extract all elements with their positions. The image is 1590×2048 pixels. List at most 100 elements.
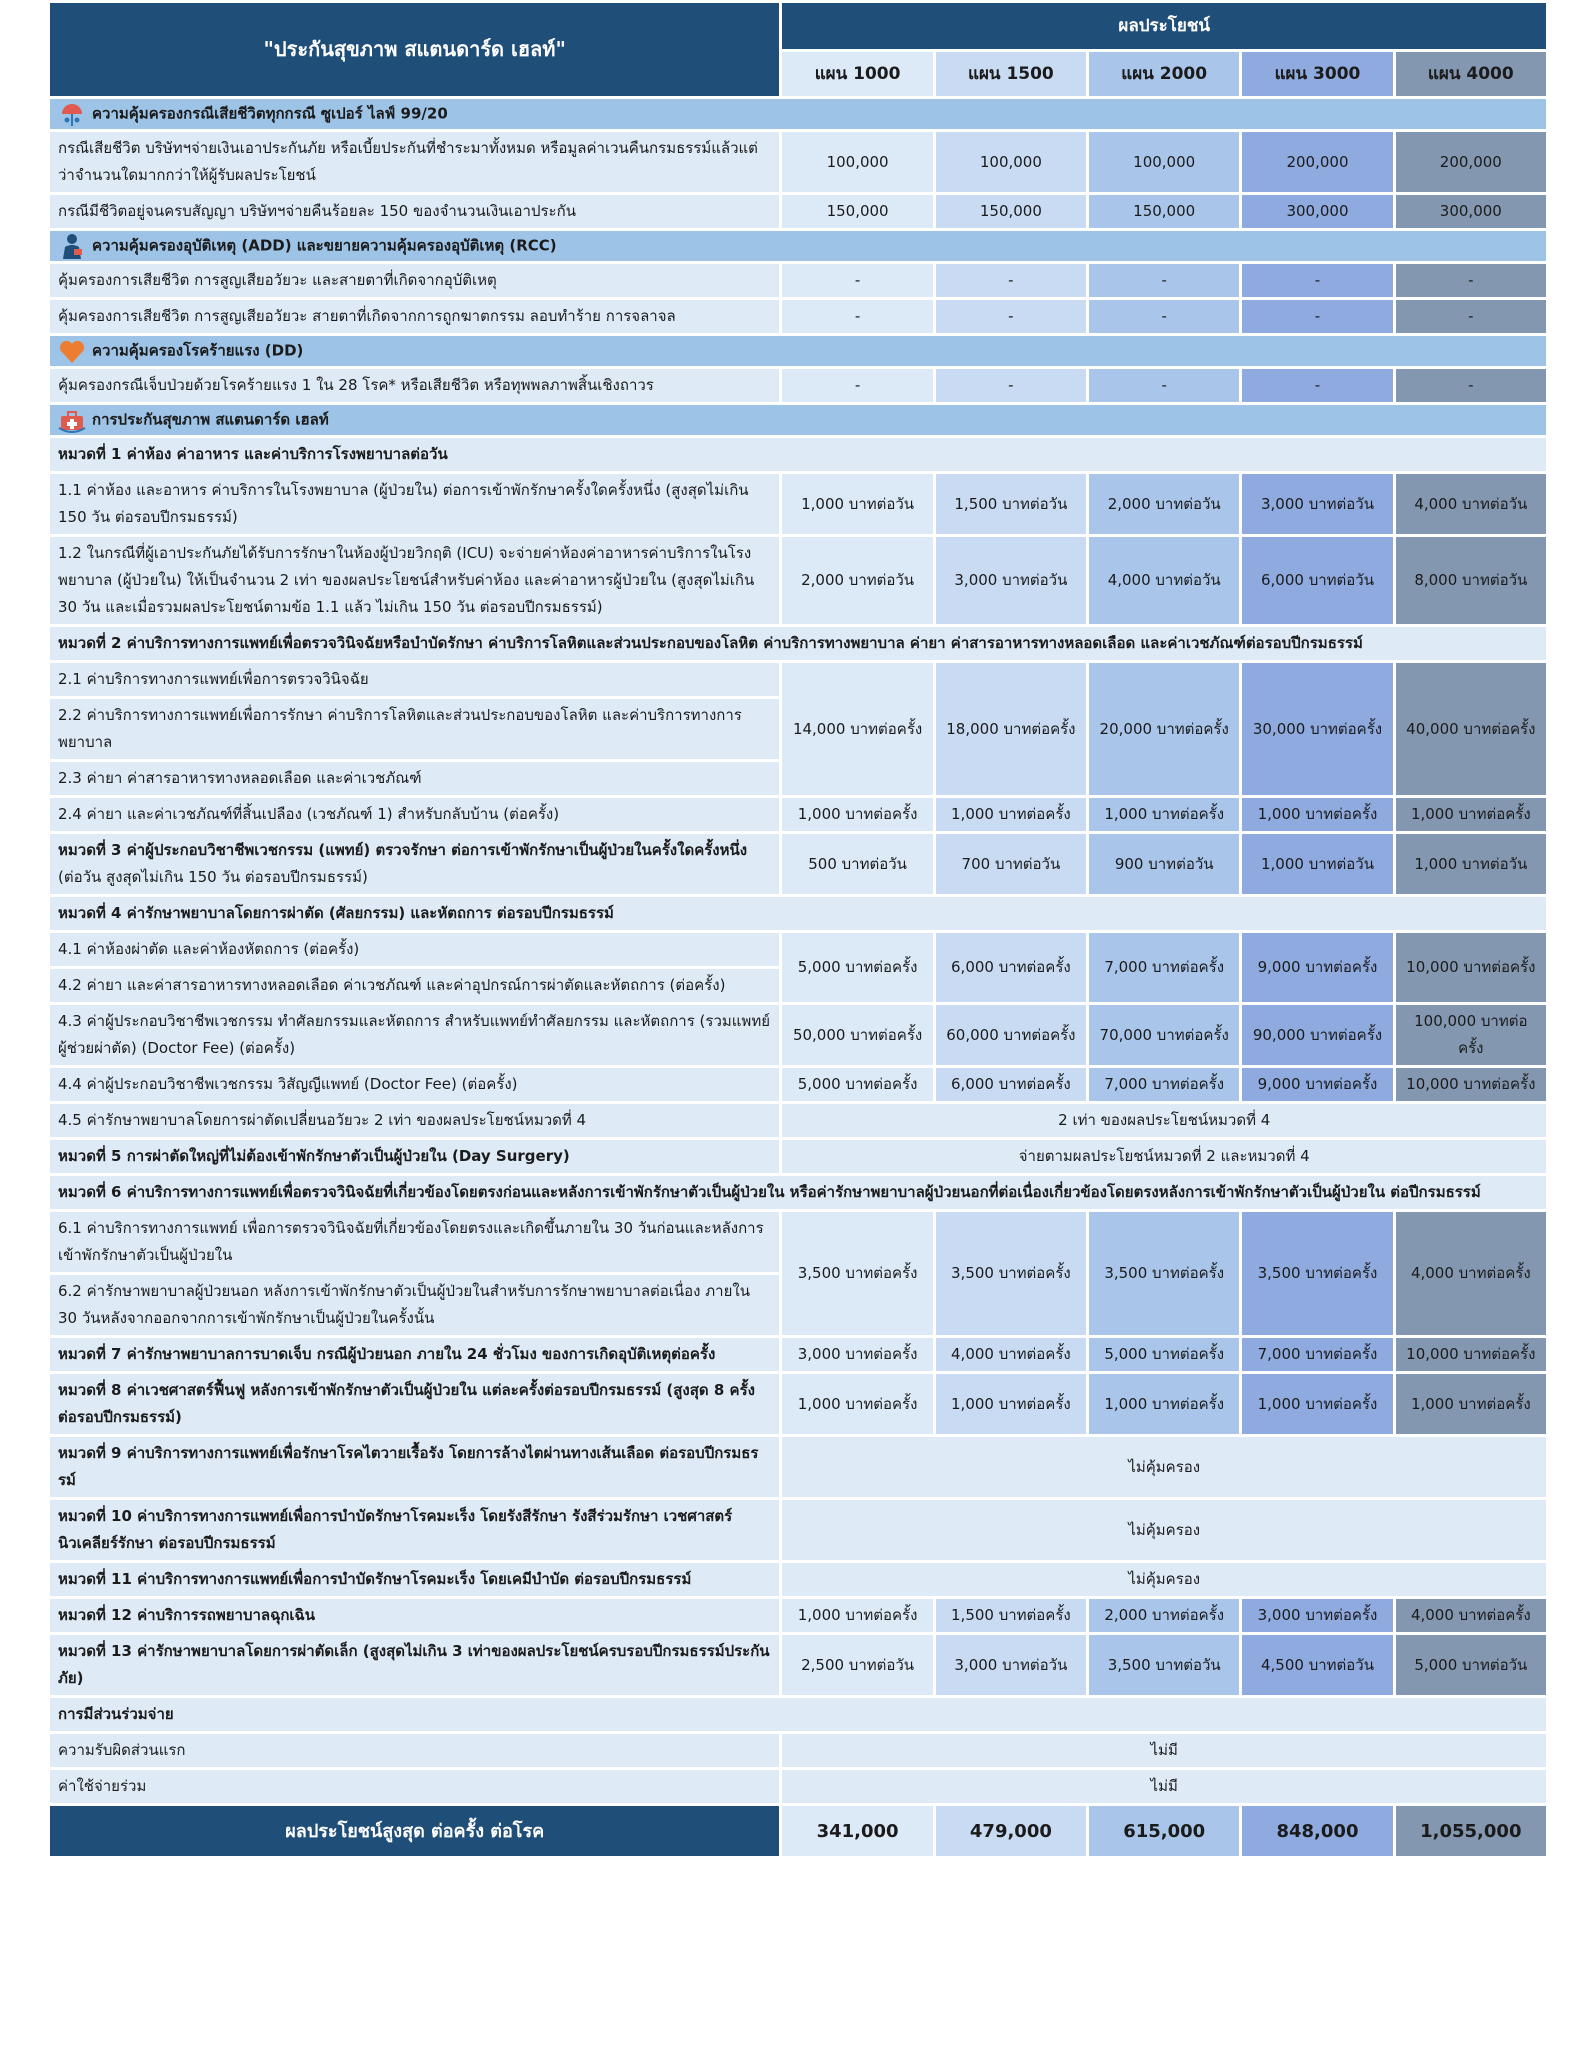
item-row: 4.3 ค่าผู้ประกอบวิชาชีพเวชกรรม ทำศัลยกรร… — [50, 1005, 1546, 1065]
benefit-value: 3,000 บาทต่อวัน — [935, 537, 1087, 624]
header-row: "ประกันสุขภาพ สแตนดาร์ด เฮลท์" ผลประโยชน… — [50, 3, 1546, 96]
benefit-value: 1,000 บาทต่อครั้ง — [1242, 798, 1393, 831]
benefit-value: - — [1242, 264, 1393, 297]
benefit-value: 100,000 — [782, 132, 933, 192]
benefit-value: 90,000 บาทต่อครั้ง — [1242, 1005, 1393, 1065]
merged-value: ไม่คุ้มครอง — [782, 1437, 1546, 1497]
benefit-value: - — [782, 369, 933, 402]
item-row: 4.5 ค่ารักษาพยาบาลโดยการผ่าตัดเปลี่ยนอวั… — [50, 1104, 1546, 1137]
merged-value: 2 เท่า ของผลประโยชน์หมวดที่ 4 — [782, 1104, 1546, 1137]
benefit-value: 7,000 บาทต่อครั้ง — [1242, 1338, 1393, 1371]
benefit-value: 1,000 บาทต่อครั้ง — [1089, 1374, 1240, 1434]
benefit-value: - — [935, 264, 1087, 297]
benefit-value: 4,500 บาทต่อวัน — [1242, 1635, 1393, 1695]
benefit-value: 10,000 บาทต่อครั้ง — [1395, 933, 1546, 1002]
benefit-value: 2,000 บาทต่อครั้ง — [1089, 1599, 1240, 1632]
category-row: หมวดที่ 6 ค่าบริการทางการแพทย์เพื่อตรวจว… — [50, 1176, 1546, 1209]
label-text: หมวดที่ 13 ค่ารักษาพยาบาลโดยการผ่าตัดเล็… — [58, 1642, 770, 1687]
benefit-value: - — [935, 300, 1087, 333]
benefit-value: - — [1089, 369, 1240, 402]
benefit-value: 1,000 บาทต่อครั้ง — [782, 1374, 933, 1434]
benefit-value: 1,500 บาทต่อวัน — [935, 474, 1087, 534]
benefit-value: - — [1089, 300, 1240, 333]
item-label: 4.4 ค่าผู้ประกอบวิชาชีพเวชกรรม วิสัญญีแพ… — [50, 1068, 780, 1101]
item-label: 1.1 ค่าห้อง และอาหาร ค่าบริการในโรงพยาบา… — [50, 474, 780, 534]
category-label: หมวดที่ 8 ค่าเวชศาสตร์ฟื้นฟู หลังการเข้า… — [50, 1374, 780, 1434]
benefit-value: - — [782, 300, 933, 333]
footer-value: 848,000 — [1242, 1806, 1393, 1856]
benefit-value: 5,000 บาทต่อครั้ง — [782, 1068, 933, 1101]
benefit-value: 20,000 บาทต่อครั้ง — [1089, 663, 1240, 795]
item-row: 4.4 ค่าผู้ประกอบวิชาชีพเวชกรรม วิสัญญีแพ… — [50, 1068, 1546, 1101]
footer-value: 479,000 — [935, 1806, 1087, 1856]
item-label: ความรับผิดส่วนแรก — [50, 1734, 780, 1767]
benefit-value: 300,000 — [1395, 195, 1546, 228]
footer-row: ผลประโยชน์สูงสุด ต่อครั้ง ต่อโรค 341,000 4… — [50, 1806, 1546, 1856]
benefit-value: 60,000 บาทต่อครั้ง — [935, 1005, 1087, 1065]
benefit-value: - — [1395, 300, 1546, 333]
category-label: หมวดที่ 10 ค่าบริการทางการแพทย์เพื่อการบ… — [50, 1500, 780, 1560]
merged-value: ไม่มี — [782, 1734, 1546, 1767]
item-label: 2.4 ค่ายา และค่าเวชภัณฑ์ที่สิ้นเปลือง (เ… — [50, 798, 780, 831]
footer-value: 615,000 — [1089, 1806, 1240, 1856]
benefit-value: 6,000 บาทต่อวัน — [1242, 537, 1393, 624]
benefit-value: 3,500 บาทต่อครั้ง — [1089, 1212, 1240, 1335]
section-title: การประกันสุขภาพ สแตนดาร์ด เฮลท์ — [50, 405, 1546, 435]
label-text: คุ้มครองการเสียชีวิต การสูญเสียอวัยวะ แล… — [58, 271, 497, 289]
benefit-value: 6,000 บาทต่อครั้ง — [935, 933, 1087, 1002]
benefit-value: 300,000 — [1242, 195, 1393, 228]
benefit-value: 3,500 บาทต่อครั้ง — [782, 1212, 933, 1335]
label-text: หมวดที่ 3 ค่าผู้ประกอบวิชาชีพเวชกรรม (แพ… — [58, 841, 748, 859]
footer-label: ผลประโยชน์สูงสุด ต่อครั้ง ต่อโรค — [50, 1806, 780, 1856]
label-text: 1.2 ในกรณีที่ผู้เอาประกันภัยได้รับการรัก… — [58, 544, 755, 616]
item-row: 2.3 ค่ายา ค่าสารอาหารทางหลอดเลือด และค่า… — [50, 762, 1546, 795]
benefit-table: "ประกันสุขภาพ สแตนดาร์ด เฮลท์" ผลประโยชน… — [47, 0, 1549, 1859]
item-label: 4.2 ค่ายา และค่าสารอาหารทางหลอดเลือด ค่า… — [50, 969, 780, 1002]
item-label: 6.1 ค่าบริการทางการแพทย์ เพื่อการตรวจวิน… — [50, 1212, 780, 1272]
item-row: 1.1 ค่าห้อง และอาหาร ค่าบริการในโรงพยาบา… — [50, 474, 1546, 534]
footer-value: 341,000 — [782, 1806, 933, 1856]
item-row: คุ้มครองการเสียชีวิต การสูญเสียอวัยวะ สา… — [50, 300, 1546, 333]
section-row: ความคุ้มครองโรคร้ายแรง (DD) — [50, 336, 1546, 366]
category-label: หมวดที่ 5 การผ่าตัดใหญ่ที่ไม่ต้องเข้าพัก… — [50, 1140, 780, 1173]
category-label: หมวดที่ 11 ค่าบริการทางการแพทย์เพื่อการบ… — [50, 1563, 780, 1596]
section-title-text: การประกันสุขภาพ สแตนดาร์ด เฮลท์ — [92, 410, 329, 429]
benefit-value: 150,000 — [782, 195, 933, 228]
item-label: 4.3 ค่าผู้ประกอบวิชาชีพเวชกรรม ทำศัลยกรร… — [50, 1005, 780, 1065]
category-row: หมวดที่ 9 ค่าบริการทางการแพทย์เพื่อรักษา… — [50, 1437, 1546, 1497]
benefit-value: 70,000 บาทต่อครั้ง — [1089, 1005, 1240, 1065]
item-row: คุ้มครองกรณีเจ็บป่วยด้วยโรคร้ายแรง 1 ใน … — [50, 369, 1546, 402]
item-label: 4.5 ค่ารักษาพยาบาลโดยการผ่าตัดเปลี่ยนอวั… — [50, 1104, 780, 1137]
item-row: 2.2 ค่าบริการทางการแพทย์เพื่อการรักษา ค่… — [50, 699, 1546, 759]
category-label: หมวดที่ 4 ค่ารักษาพยาบาลโดยการผ่าตัด (ศั… — [50, 897, 1546, 930]
benefit-value: 5,000 บาทต่อวัน — [1395, 1635, 1546, 1695]
label-note: (ต่อวัน สูงสุดไม่เกิน 150 วัน ต่อรอบปีกร… — [58, 868, 368, 886]
section-icon — [58, 411, 86, 433]
benefit-value: 900 บาทต่อวัน — [1089, 834, 1240, 894]
benefit-value: 10,000 บาทต่อครั้ง — [1395, 1068, 1546, 1101]
label-text: กรณีเสียชีวิต บริษัทฯจ่ายเงินเอาประกันภั… — [58, 139, 758, 184]
benefit-value: 200,000 — [1395, 132, 1546, 192]
benefit-value: 3,000 บาทต่อวัน — [1242, 474, 1393, 534]
benefit-value: 4,000 บาทต่อครั้ง — [1395, 1212, 1546, 1335]
item-label: คุ้มครองการเสียชีวิต การสูญเสียอวัยวะ สา… — [50, 300, 780, 333]
label-text: หมวดที่ 10 ค่าบริการทางการแพทย์เพื่อการบ… — [58, 1507, 733, 1552]
section-title: ความคุ้มครองอุบัติเหตุ (ADD) และขยายความ… — [50, 231, 1546, 261]
category-label: หมวดที่ 6 ค่าบริการทางการแพทย์เพื่อตรวจว… — [50, 1176, 1546, 1209]
benefit-value: 6,000 บาทต่อครั้ง — [935, 1068, 1087, 1101]
benefit-value: - — [1242, 369, 1393, 402]
plan-header: แผน 4000 — [1395, 52, 1546, 96]
category-row: หมวดที่ 2 ค่าบริการทางการแพทย์เพื่อตรวจว… — [50, 627, 1546, 660]
section-icon — [59, 340, 85, 363]
benefit-value: - — [782, 264, 933, 297]
benefit-value: 3,500 บาทต่อครั้ง — [935, 1212, 1087, 1335]
item-row: 2.1 ค่าบริการทางการแพทย์เพื่อการตรวจวินิ… — [50, 663, 1546, 795]
merged-value: ไม่คุ้มครอง — [782, 1500, 1546, 1560]
benefit-value: 1,500 บาทต่อครั้ง — [935, 1599, 1087, 1632]
category-label: การมีส่วนร่วมจ่าย — [50, 1698, 1546, 1731]
benefit-value: 150,000 — [935, 195, 1087, 228]
benefit-value: 3,500 บาทต่อวัน — [1089, 1635, 1240, 1695]
category-row: หมวดที่ 1 ค่าห้อง ค่าอาหาร และค่าบริการโ… — [50, 438, 1546, 471]
benefit-value: 40,000 บาทต่อครั้ง — [1395, 663, 1546, 795]
